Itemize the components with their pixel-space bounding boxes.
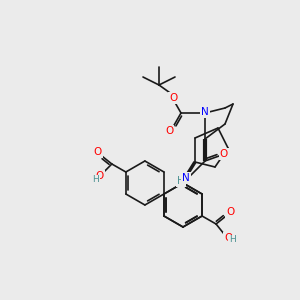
- Text: H: H: [92, 176, 99, 184]
- Text: O: O: [94, 147, 102, 157]
- Text: O: O: [226, 207, 234, 217]
- Text: O: O: [165, 126, 173, 136]
- Text: O: O: [169, 93, 177, 103]
- Text: O: O: [220, 149, 228, 159]
- Text: O: O: [96, 171, 104, 181]
- Text: O: O: [224, 233, 232, 243]
- Text: N: N: [201, 107, 209, 117]
- Text: H: H: [177, 176, 185, 186]
- Text: H: H: [229, 236, 236, 244]
- Text: N: N: [182, 173, 190, 183]
